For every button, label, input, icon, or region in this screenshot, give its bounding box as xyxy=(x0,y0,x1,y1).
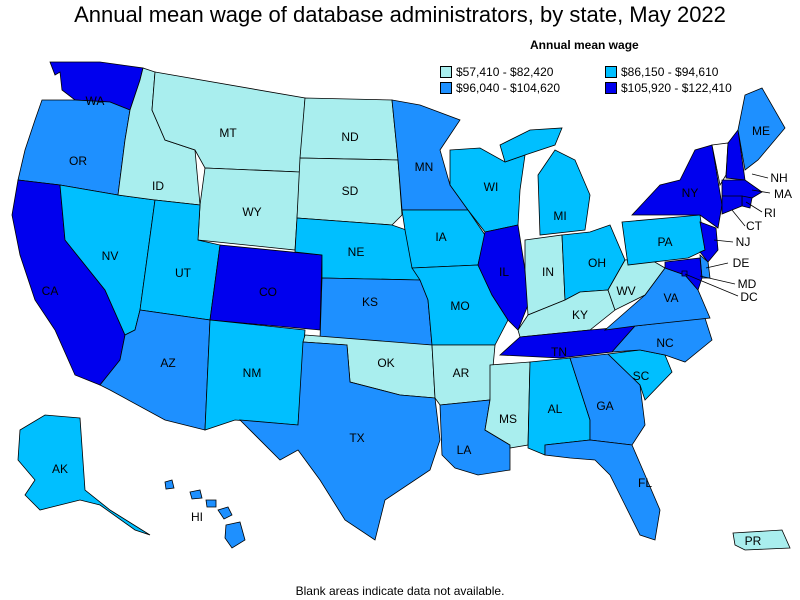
map-title: Annual mean wage of database administrat… xyxy=(74,2,726,27)
state-ks[interactable] xyxy=(319,277,433,346)
label-mt: MT xyxy=(219,126,237,140)
label-ar: AR xyxy=(453,366,470,380)
state-dc[interactable] xyxy=(681,270,688,277)
state-fl[interactable] xyxy=(544,439,661,541)
label-me: ME xyxy=(752,124,770,138)
legend-title: Annual mean wage xyxy=(530,38,639,52)
state-wi[interactable] xyxy=(449,147,526,233)
label-ok: OK xyxy=(377,356,394,370)
label-ky: KY xyxy=(572,308,588,322)
label-ri: RI xyxy=(764,206,776,220)
state-me[interactable] xyxy=(737,87,786,171)
label-il: IL xyxy=(499,265,509,279)
states-layer xyxy=(11,61,791,551)
label-ct: CT xyxy=(746,219,763,233)
label-md: MD xyxy=(738,277,757,291)
label-nh: NH xyxy=(770,171,787,185)
state-mi[interactable] xyxy=(499,127,591,236)
legend-label-4: $105,920 - $122,410 xyxy=(621,80,732,95)
legend-label-1: $57,410 - $82,420 xyxy=(456,64,554,79)
label-tx: TX xyxy=(349,431,364,445)
label-in: IN xyxy=(542,265,554,279)
label-mi: MI xyxy=(553,209,566,223)
legend-label-2: $86,150 - $94,610 xyxy=(621,64,719,79)
state-or[interactable] xyxy=(17,99,131,196)
label-wv: WV xyxy=(616,284,635,298)
label-ma: MA xyxy=(774,187,792,201)
label-ga: GA xyxy=(596,399,613,413)
state-nd[interactable] xyxy=(299,97,399,161)
label-tn: TN xyxy=(551,345,567,359)
label-oh: OH xyxy=(588,256,606,270)
legend-swatch-2 xyxy=(605,65,617,78)
label-nv: NV xyxy=(102,249,119,263)
label-ia: IA xyxy=(435,230,446,244)
label-ne: NE xyxy=(348,245,365,259)
legend-swatch-4 xyxy=(605,81,617,94)
legend-swatch-1 xyxy=(440,65,452,78)
label-nm: NM xyxy=(243,366,262,380)
label-de: DE xyxy=(733,256,750,270)
label-dc: DC xyxy=(740,290,758,304)
label-nd: ND xyxy=(341,130,359,144)
legend-swatch-3 xyxy=(440,81,452,94)
state-sd[interactable] xyxy=(296,157,403,226)
label-ut: UT xyxy=(175,266,192,280)
label-pr: PR xyxy=(745,534,762,548)
state-hi[interactable] xyxy=(164,479,246,549)
label-mn: MN xyxy=(415,160,434,174)
label-az: AZ xyxy=(160,356,175,370)
legend-item-bin-3: $96,040 - $104,620 xyxy=(440,80,560,96)
leader-lines xyxy=(684,173,771,297)
label-wi: WI xyxy=(484,180,499,194)
label-or: OR xyxy=(69,154,87,168)
label-ks: KS xyxy=(362,295,378,309)
state-pr[interactable] xyxy=(732,529,791,551)
label-nj: NJ xyxy=(736,235,751,249)
label-sd: SD xyxy=(342,184,359,198)
state-ny[interactable] xyxy=(631,144,723,229)
label-nc: NC xyxy=(656,336,674,350)
legend-item-bin-2: $86,150 - $94,610 xyxy=(605,64,718,80)
label-sc: SC xyxy=(633,369,650,383)
label-hi: HI xyxy=(191,510,203,524)
legend-item-bin-4: $105,920 - $122,410 xyxy=(605,80,732,96)
state-tx[interactable] xyxy=(238,341,441,541)
legend-label-3: $96,040 - $104,620 xyxy=(456,80,561,95)
label-ak: AK xyxy=(52,462,68,476)
label-al: AL xyxy=(548,402,563,416)
state-ma[interactable] xyxy=(721,179,763,199)
label-ca: CA xyxy=(42,284,59,298)
legend-item-bin-1: $57,410 - $82,420 xyxy=(440,64,553,80)
label-co: CO xyxy=(259,285,277,299)
state-ct[interactable] xyxy=(721,195,743,215)
state-wy[interactable] xyxy=(197,167,301,251)
label-pa: PA xyxy=(657,235,672,249)
label-wy: WY xyxy=(242,205,261,219)
label-fl: FL xyxy=(638,476,652,490)
state-labels: WA OR CA NV ID MT WY UT AZ CO NM ND SD N… xyxy=(42,94,792,548)
state-pa[interactable] xyxy=(621,214,706,266)
label-ms: MS xyxy=(499,412,517,426)
state-ak[interactable] xyxy=(17,414,151,536)
label-va: VA xyxy=(663,291,678,305)
label-ny: NY xyxy=(682,186,699,200)
state-ri[interactable] xyxy=(741,195,753,209)
label-mo: MO xyxy=(450,299,469,313)
label-id: ID xyxy=(152,179,164,193)
label-wa: WA xyxy=(86,94,105,108)
label-la: LA xyxy=(457,443,472,457)
footnote: Blank areas indicate data not available. xyxy=(295,584,505,598)
